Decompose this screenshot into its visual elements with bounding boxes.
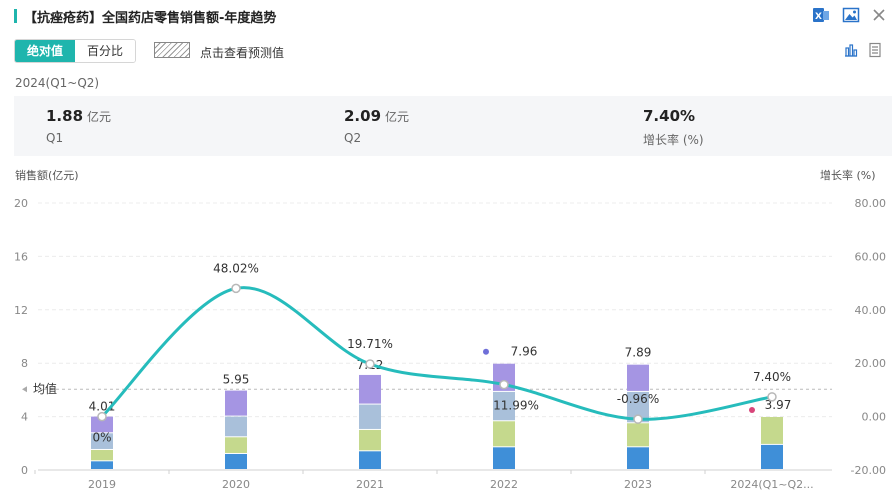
excel-export-icon[interactable]: X	[812, 6, 830, 24]
summary-value: 7.40%	[643, 107, 696, 125]
x-tick-label: 2021	[356, 478, 384, 491]
y-axis-title: 销售额(亿元)	[15, 169, 79, 182]
x-tick-label: 2023	[624, 478, 652, 491]
summary-label: Q1	[46, 131, 64, 145]
y-tick-label: 0	[21, 464, 28, 477]
x-tick-label: 2020	[222, 478, 250, 491]
growth-label: 11.99%	[493, 399, 539, 413]
growth-label: 7.40%	[753, 370, 791, 384]
bar-segment	[91, 461, 113, 469]
average-label: 均值	[33, 381, 57, 396]
table-view-icon[interactable]	[867, 42, 883, 58]
summary-q2: 2.09 亿元 Q2	[344, 106, 409, 145]
y-tick-label: 8	[21, 357, 28, 370]
growth-label: 19.71%	[347, 337, 393, 351]
forecast-toggle-label[interactable]: 点击查看预测值	[200, 46, 285, 60]
summary-value: 2.09	[344, 107, 382, 125]
y2-tick-label: 40.00	[855, 304, 887, 317]
legend-dot	[483, 348, 489, 355]
x-tick-label: 2024(Q1~Q2...	[730, 478, 813, 491]
y2-axis-title: 增长率 (%)	[820, 169, 876, 182]
bar-segment	[359, 374, 381, 404]
y2-tick-label: 20.00	[855, 357, 887, 370]
legend-dot	[749, 407, 755, 414]
summary-value: 1.88	[46, 107, 84, 125]
growth-label: -0.96%	[617, 392, 659, 406]
bar-total-label: 5.95	[223, 373, 250, 387]
bar-segment	[91, 433, 113, 449]
growth-point	[633, 414, 643, 424]
bar-segment	[627, 423, 649, 447]
growth-label: 0%	[92, 431, 111, 445]
summary-label: Q2	[344, 131, 362, 145]
y2-tick-label: -20.00	[851, 464, 886, 477]
summary-unit: 亿元	[87, 110, 112, 124]
growth-label: 48.02%	[213, 261, 259, 275]
summary-growth: 7.40% 增长率 (%)	[643, 106, 704, 148]
summary-unit: 亿元	[385, 110, 410, 124]
summary-q1: 1.88 亿元 Q1	[46, 106, 111, 145]
y2-tick-label: 0.00	[862, 411, 887, 424]
value-mode-toggle: 绝对值 百分比	[14, 39, 136, 63]
bar-segment	[627, 391, 649, 423]
bar-segment	[761, 417, 783, 444]
bar-total-label: 7.89	[625, 346, 652, 360]
bar-segment	[359, 404, 381, 429]
period-label: 2024(Q1~Q2)	[15, 76, 100, 90]
title-bar: 【抗痤疮药】全国药店零售销售额-年度趋势 X	[0, 0, 894, 32]
growth-point	[231, 283, 241, 294]
bar-segment	[225, 453, 247, 469]
y-tick-label: 16	[14, 250, 28, 263]
summary-label: 增长率 (%)	[643, 133, 704, 147]
x-tick-label: 2022	[490, 478, 518, 491]
bar-segment	[493, 421, 515, 447]
bar-segment	[225, 437, 247, 453]
growth-point	[365, 359, 375, 369]
image-save-icon[interactable]	[842, 6, 860, 24]
x-tick-label: 2019	[88, 478, 116, 491]
growth-point	[97, 411, 107, 422]
toggle-absolute-button[interactable]: 绝对值	[15, 40, 75, 62]
bar-segment	[91, 416, 113, 433]
bar-segment	[627, 447, 649, 469]
bar-segment	[761, 444, 783, 469]
bar-segment	[627, 364, 649, 391]
bar-segment	[225, 390, 247, 416]
bar-segment	[225, 416, 247, 437]
bar-segment	[91, 449, 113, 461]
average-marker	[22, 386, 27, 393]
bar-chart-icon[interactable]	[843, 42, 859, 58]
svg-text:X: X	[815, 12, 822, 22]
summary-panel: 1.88 亿元 Q1 2.09 亿元 Q2 7.40% 增长率 (%)	[14, 96, 892, 156]
bar-segment	[493, 391, 515, 421]
title-accent-mark	[14, 9, 17, 23]
growth-line	[100, 286, 773, 421]
bar-segment	[359, 451, 381, 469]
y-tick-label: 4	[21, 411, 28, 424]
y2-tick-label: 60.00	[855, 250, 887, 263]
forecast-hatch-swatch[interactable]	[154, 42, 190, 58]
y-tick-label: 20	[14, 197, 28, 210]
toggle-percent-button[interactable]: 百分比	[75, 40, 135, 62]
bar-total-label: 7.96	[511, 345, 538, 359]
growth-point	[499, 379, 509, 390]
y-tick-label: 12	[14, 304, 28, 317]
y2-tick-label: 80.00	[855, 197, 887, 210]
bar-segment	[493, 447, 515, 469]
page-title: 【抗痤疮药】全国药店零售销售额-年度趋势	[24, 11, 277, 26]
growth-point	[767, 392, 777, 402]
close-icon[interactable]	[870, 6, 888, 24]
bar-segment	[359, 429, 381, 451]
